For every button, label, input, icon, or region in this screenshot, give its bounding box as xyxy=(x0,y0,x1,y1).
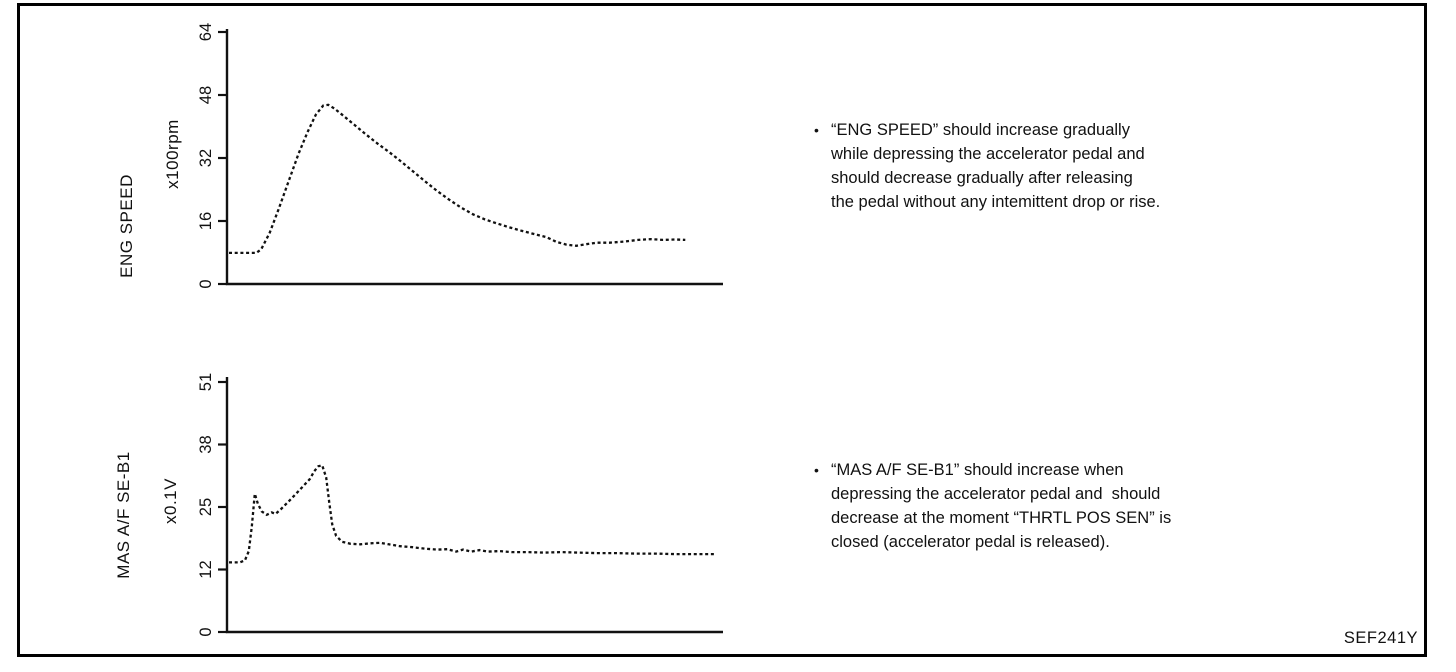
note-line: closed (accelerator pedal is released). xyxy=(831,533,1110,551)
bullet-icon: • xyxy=(814,462,819,478)
mas-af-unit-label: x0.1V xyxy=(161,478,180,524)
svg-text:64: 64 xyxy=(197,23,215,41)
figure-border xyxy=(17,3,1427,657)
eng-speed-note: • “ENG SPEED” should increase gradually … xyxy=(814,118,1244,214)
eng-speed-axis-title: ENG SPEED xyxy=(117,174,136,278)
svg-text:51: 51 xyxy=(197,373,215,391)
note-line: while depressing the accelerator pedal a… xyxy=(831,145,1145,163)
svg-text:38: 38 xyxy=(197,435,215,453)
note-line: the pedal without any intemittent drop o… xyxy=(831,193,1161,211)
svg-text:0: 0 xyxy=(197,627,215,636)
mas-af-note-text: “MAS A/F SE-B1” should increase when dep… xyxy=(831,458,1171,554)
note-line: “ENG SPEED” should increase gradually xyxy=(831,121,1130,139)
bullet-icon: • xyxy=(814,122,819,138)
mas-af-axis-title: MAS A/F SE-B1 xyxy=(114,451,133,579)
note-line: “MAS A/F SE-B1” should increase when xyxy=(831,461,1124,479)
svg-text:32: 32 xyxy=(197,149,215,167)
mas-af-note: • “MAS A/F SE-B1” should increase when d… xyxy=(814,458,1254,554)
eng-speed-note-text: “ENG SPEED” should increase gradually wh… xyxy=(831,118,1160,214)
note-line: decrease at the moment “THRTL POS SEN” i… xyxy=(831,509,1172,527)
svg-text:25: 25 xyxy=(197,498,215,516)
svg-text:48: 48 xyxy=(197,86,215,104)
svg-text:16: 16 xyxy=(197,212,215,230)
svg-text:12: 12 xyxy=(197,560,215,578)
svg-text:0: 0 xyxy=(197,279,215,288)
note-line: depressing the accelerator pedal and sho… xyxy=(831,485,1161,503)
eng-speed-unit-label: x100rpm xyxy=(163,119,182,189)
figure-code: SEF241Y xyxy=(1343,629,1418,647)
note-line: should decrease gradually after releasin… xyxy=(831,169,1133,187)
